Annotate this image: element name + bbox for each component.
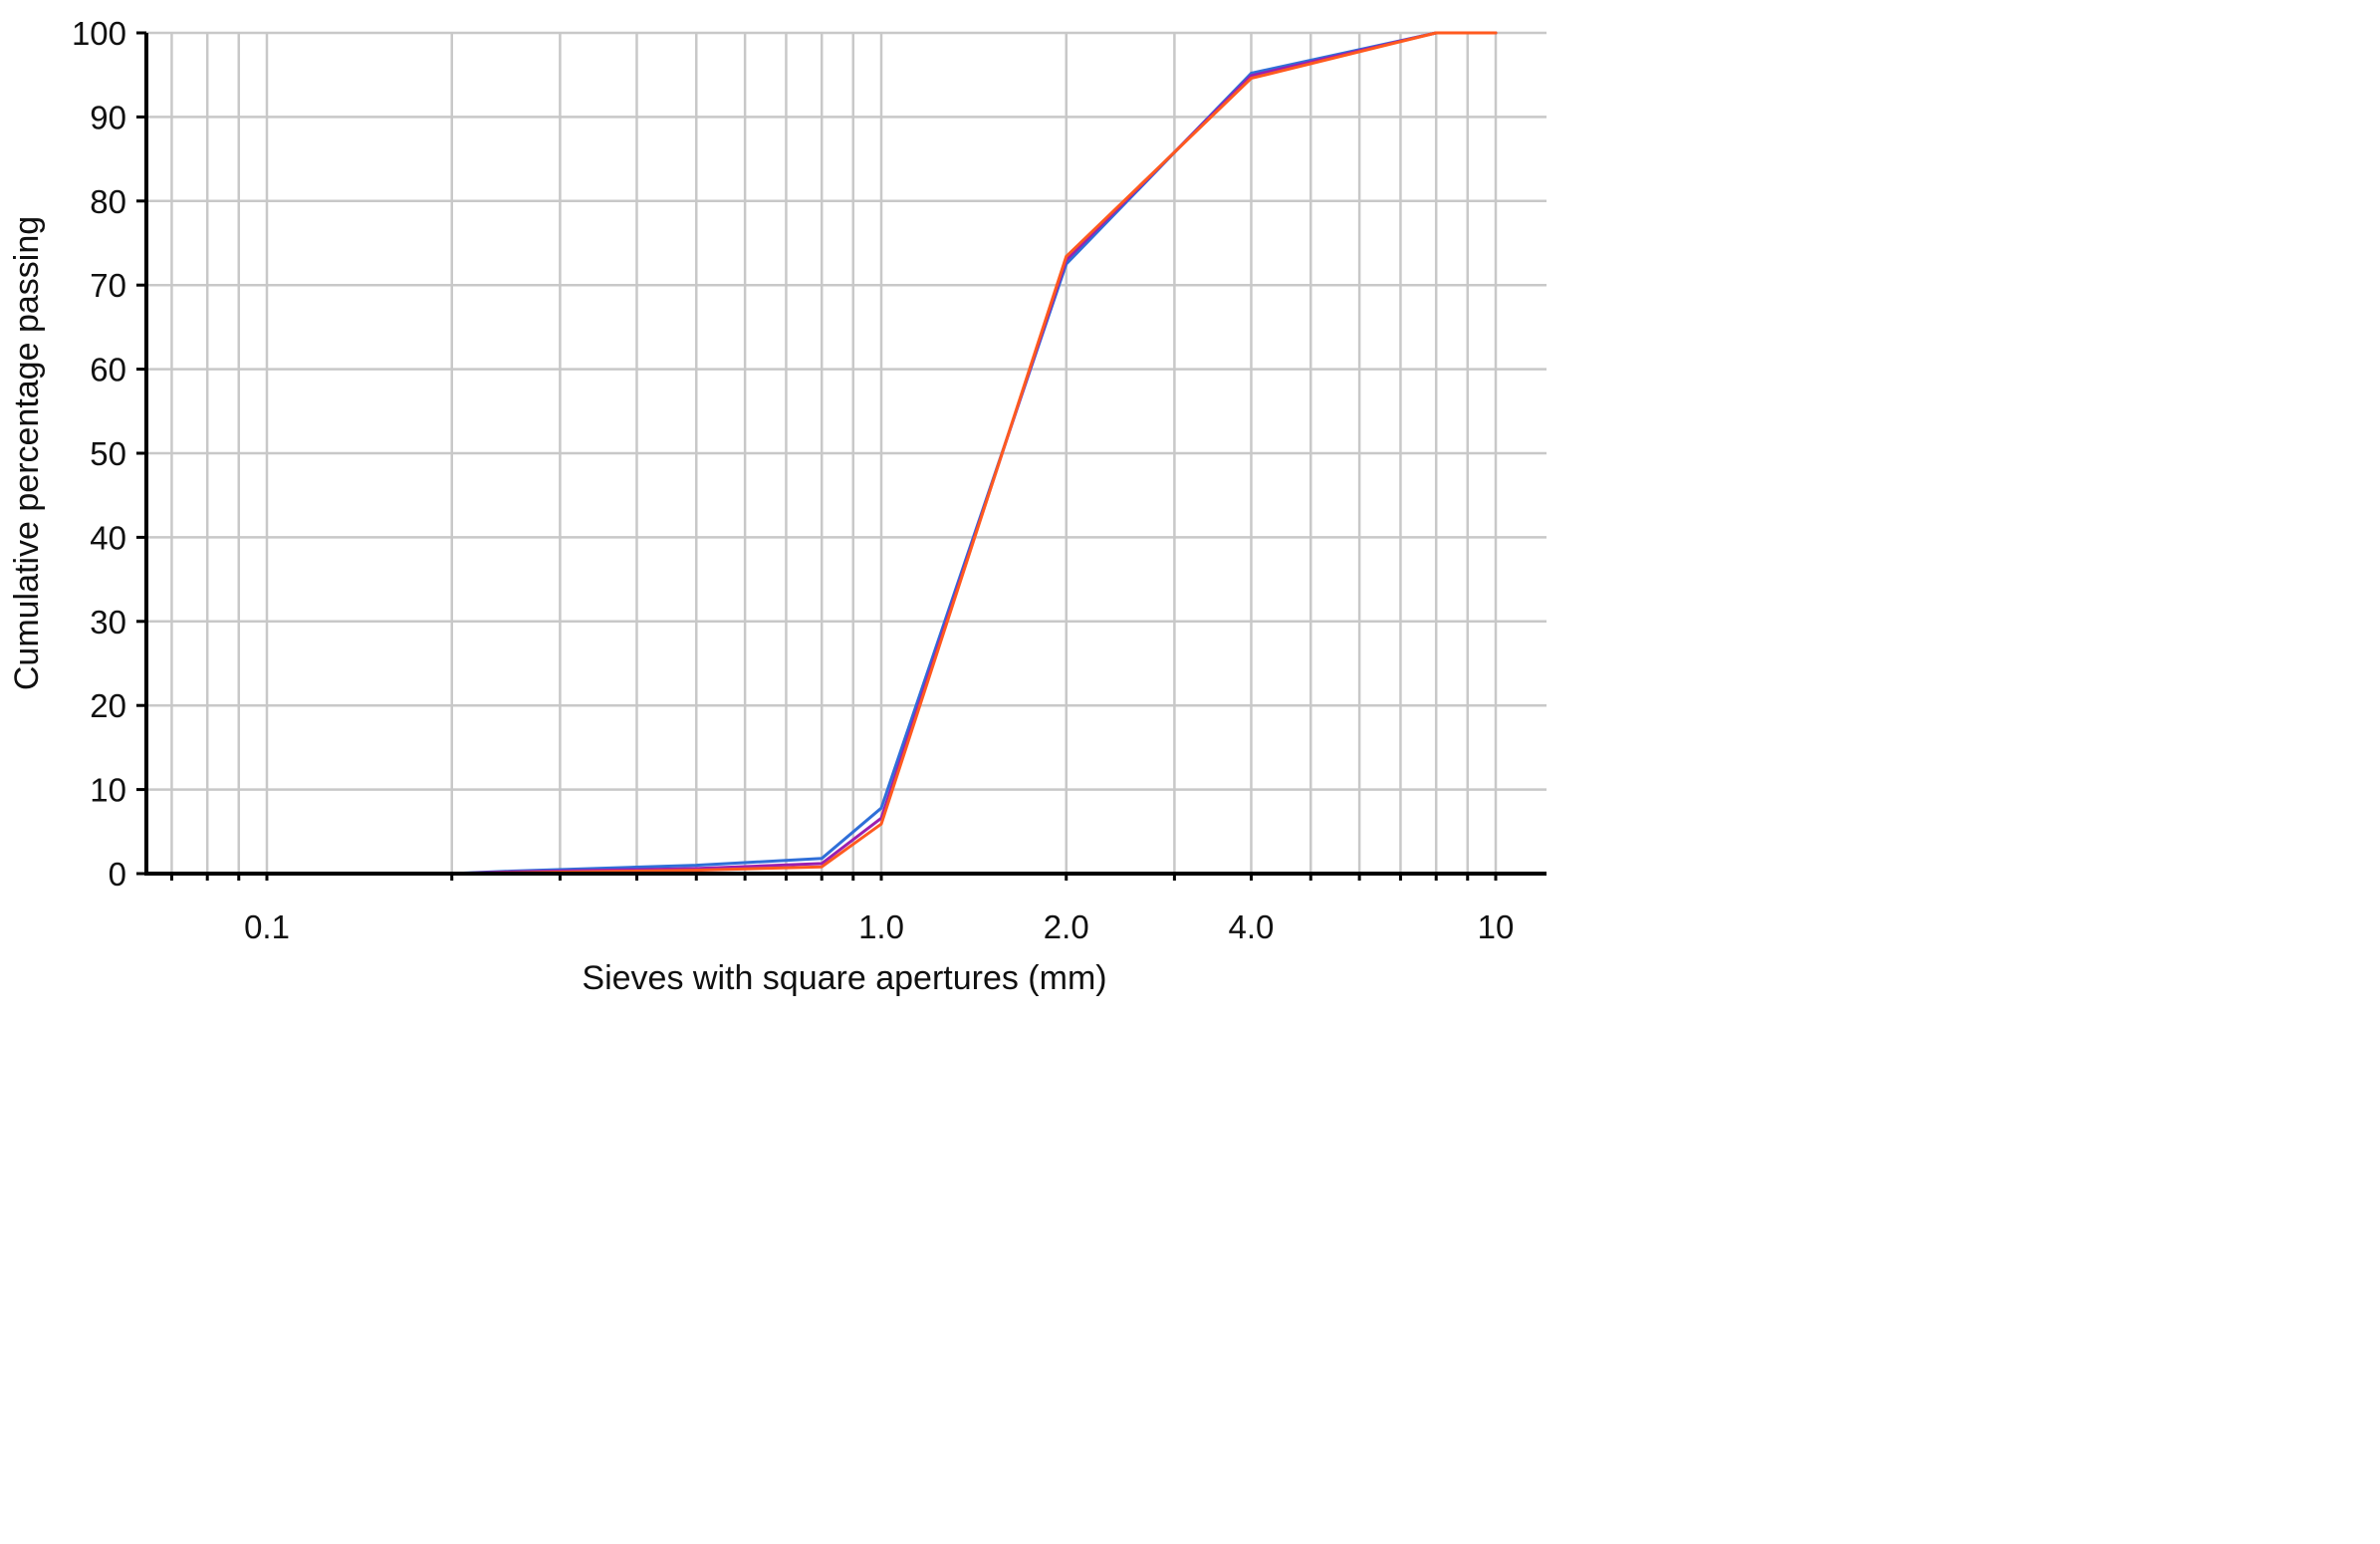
grading-curve-chart: 0 10 20 30 40 50 60 70 80 90 100 0.1 1.0 2.0 4.0 10 Sie… xyxy=(8,15,1547,997)
y-tick-label: 70 xyxy=(90,267,126,304)
x-tick-label: 1.0 xyxy=(858,908,904,945)
y-axis-title: Cumulative percentage passing xyxy=(8,216,46,690)
x-tick-label: 4.0 xyxy=(1229,908,1275,945)
x-tick-label: 0.1 xyxy=(244,908,290,945)
x-tick-label: 10 xyxy=(1478,908,1515,945)
y-tick-label: 60 xyxy=(90,352,126,388)
x-axis-title: Sieves with square apertures (mm) xyxy=(582,959,1106,997)
y-tick-label: 10 xyxy=(90,772,126,809)
grid-lines xyxy=(146,31,1547,876)
y-tick-label: 50 xyxy=(90,435,126,472)
y-tick-label: 20 xyxy=(90,687,126,724)
y-tick-label: 100 xyxy=(72,15,126,52)
tick-labels: 0 10 20 30 40 50 60 70 80 90 100 0.1 1.0 2.0 4.0 10 xyxy=(72,15,1514,945)
y-tick-label: 40 xyxy=(90,519,126,556)
y-tick-label: 0 xyxy=(109,856,126,893)
y-tick-label: 80 xyxy=(90,183,126,220)
y-tick-label: 30 xyxy=(90,604,126,641)
y-tick-label: 90 xyxy=(90,99,126,135)
x-tick-label: 2.0 xyxy=(1044,908,1089,945)
axis-ticks xyxy=(136,31,1498,881)
